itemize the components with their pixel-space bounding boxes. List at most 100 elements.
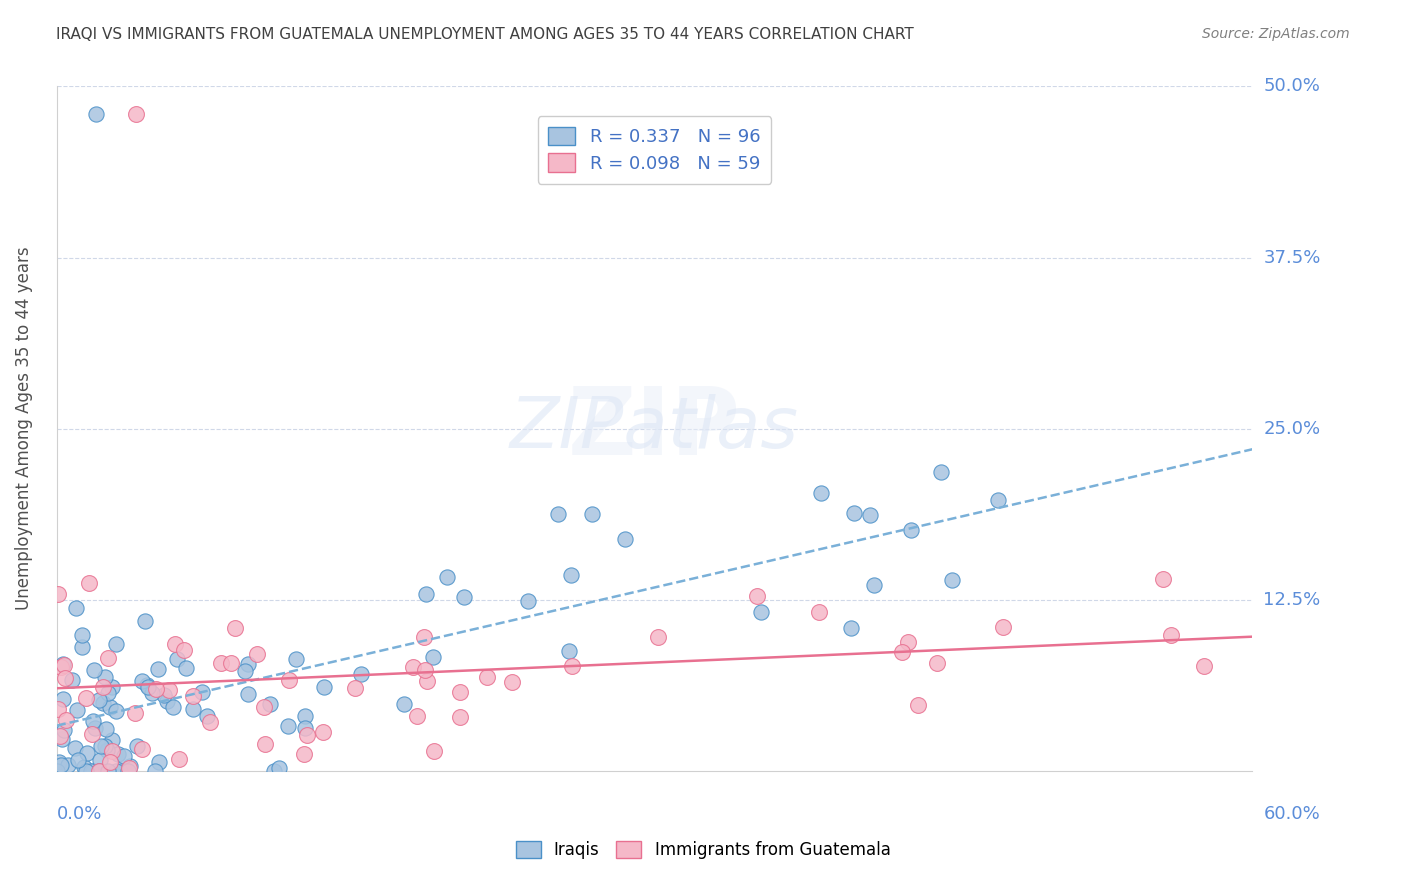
Point <box>436 569 458 583</box>
Point <box>284 651 307 665</box>
Point <box>176 661 198 675</box>
Text: Source: ZipAtlas.com: Source: ZipAtlas.com <box>1202 27 1350 41</box>
Point <box>181 690 204 704</box>
Point <box>93 739 115 754</box>
Point <box>63 740 86 755</box>
Point <box>312 681 335 695</box>
Point <box>235 665 257 679</box>
Point <box>350 667 373 681</box>
Text: 12.5%: 12.5% <box>1264 591 1320 608</box>
Point <box>53 723 76 737</box>
Point <box>181 702 204 716</box>
Point <box>501 674 523 689</box>
Point <box>83 663 105 677</box>
Point <box>80 764 103 778</box>
Point <box>561 659 583 673</box>
Point <box>517 593 540 607</box>
Text: 25.0%: 25.0% <box>1264 419 1320 438</box>
Point <box>263 764 285 778</box>
Point <box>75 691 97 706</box>
Point <box>453 590 475 604</box>
Point <box>108 764 131 778</box>
Text: ZIPatlas: ZIPatlas <box>510 394 799 463</box>
Point <box>51 732 73 747</box>
Point <box>146 662 169 676</box>
Point <box>405 709 427 723</box>
Point <box>52 657 75 672</box>
Point <box>94 722 117 736</box>
Point <box>112 748 135 763</box>
Point <box>148 756 170 770</box>
Point <box>422 649 444 664</box>
Point <box>839 621 862 635</box>
Point <box>53 671 76 685</box>
Point <box>83 721 105 735</box>
Point <box>157 683 180 698</box>
Point <box>93 670 115 684</box>
Point <box>86 107 108 121</box>
Point <box>131 674 153 689</box>
Legend: R = 0.337   N = 96, R = 0.098   N = 59: R = 0.337 N = 96, R = 0.098 N = 59 <box>537 116 772 184</box>
Point <box>236 657 259 671</box>
Point <box>219 657 242 671</box>
Point <box>991 620 1014 634</box>
Point <box>56 758 79 772</box>
Point <box>165 637 187 651</box>
Y-axis label: Unemployment Among Ages 35 to 44 years: Unemployment Among Ages 35 to 44 years <box>15 247 32 610</box>
Point <box>987 492 1010 507</box>
Text: ZIP: ZIP <box>568 383 741 475</box>
Point <box>89 753 111 767</box>
Legend: Iraqis, Immigrants from Guatemala: Iraqis, Immigrants from Guatemala <box>509 834 897 866</box>
Point <box>131 741 153 756</box>
Point <box>145 681 167 696</box>
Point <box>76 746 98 760</box>
Point <box>169 751 191 765</box>
Point <box>70 640 93 654</box>
Point <box>415 587 437 601</box>
Point <box>124 706 146 721</box>
Point <box>45 764 67 778</box>
Point <box>101 732 124 747</box>
Point <box>104 764 127 778</box>
Text: 37.5%: 37.5% <box>1264 249 1320 267</box>
Point <box>136 681 159 695</box>
Point <box>97 764 120 778</box>
Point <box>1160 628 1182 642</box>
Text: 50.0%: 50.0% <box>1264 78 1320 95</box>
Point <box>897 635 920 649</box>
Point <box>394 698 416 712</box>
Point <box>842 506 865 520</box>
Point <box>49 757 72 772</box>
Point <box>73 760 96 774</box>
Point <box>66 703 89 717</box>
Point <box>156 694 179 708</box>
Point <box>96 742 118 756</box>
Point <box>907 698 929 712</box>
Point <box>745 589 768 603</box>
Point <box>173 643 195 657</box>
Point <box>415 664 437 678</box>
Point <box>49 729 72 743</box>
Point <box>49 660 72 674</box>
Point <box>91 696 114 710</box>
Point <box>253 737 276 751</box>
Point <box>246 647 269 661</box>
Point <box>613 532 636 546</box>
Point <box>118 761 141 775</box>
Point <box>278 673 301 687</box>
Point <box>863 578 886 592</box>
Point <box>87 764 110 778</box>
Point <box>55 713 77 727</box>
Text: IRAQI VS IMMIGRANTS FROM GUATEMALA UNEMPLOYMENT AMONG AGES 35 TO 44 YEARS CORREL: IRAQI VS IMMIGRANTS FROM GUATEMALA UNEMP… <box>56 27 914 42</box>
Point <box>90 739 112 753</box>
Point <box>82 764 104 778</box>
Point <box>52 658 75 673</box>
Point <box>294 709 316 723</box>
Point <box>401 660 423 674</box>
Point <box>118 759 141 773</box>
Point <box>98 755 121 769</box>
Point <box>162 700 184 714</box>
Point <box>125 107 148 121</box>
Point <box>344 681 367 695</box>
Point <box>125 739 148 753</box>
